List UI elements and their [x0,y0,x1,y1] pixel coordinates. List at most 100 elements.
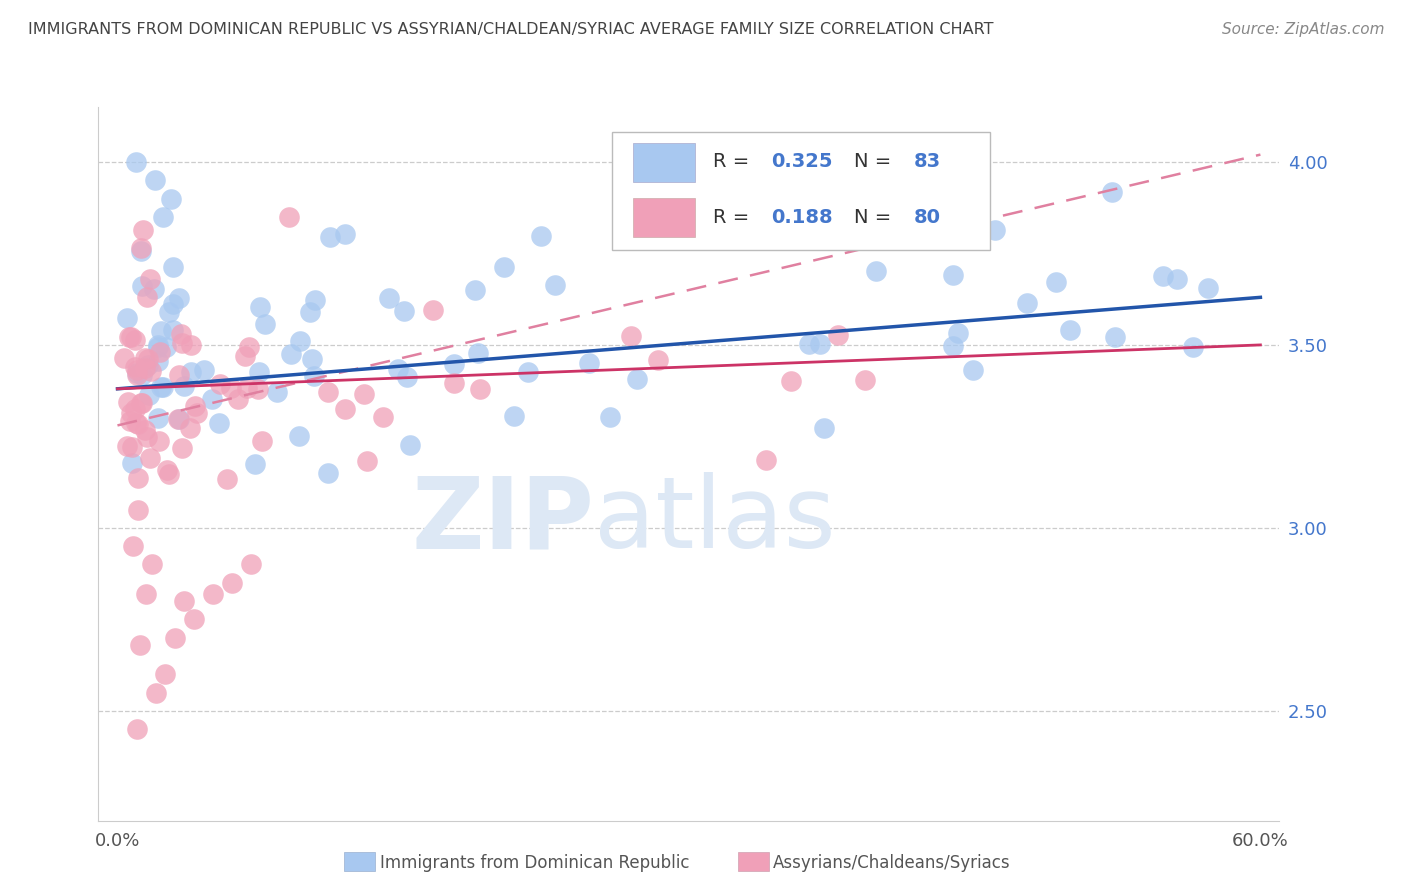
Point [127,502,149,516]
Point [127,471,149,485]
Point [443,376,465,390]
Point [157,467,180,481]
Point [301,352,323,367]
Point [530,228,553,243]
Point [221,575,243,590]
Point [125,155,148,169]
Point [180,365,202,379]
Point [162,323,184,337]
Point [942,339,965,353]
Point [183,612,205,626]
Text: ZIP: ZIP [412,473,595,569]
Text: 83: 83 [914,153,941,171]
Point [280,346,302,360]
Point [215,471,238,485]
Point [127,417,149,431]
Point [134,360,156,375]
Point [371,409,394,424]
Point [647,352,669,367]
Point [946,326,969,341]
Point [299,304,322,318]
Point [167,368,190,383]
Point [141,558,163,572]
Point [201,392,224,406]
Point [808,337,831,351]
Point [124,417,146,431]
Point [399,438,422,452]
Point [173,594,195,608]
Point [246,382,269,396]
Point [134,423,156,437]
Point [799,337,821,351]
Point [517,365,540,379]
Point [170,441,193,455]
Point [162,297,184,311]
Point [180,337,202,351]
Point [184,399,207,413]
Point [396,369,419,384]
Point [152,210,174,224]
Text: Immigrants from Dominican Republic: Immigrants from Dominican Republic [380,854,689,871]
Point [942,268,965,283]
Point [853,373,876,387]
Point [146,338,169,352]
Point [492,260,515,275]
Point [152,380,174,394]
Point [145,685,167,699]
Point [186,406,208,420]
Point [135,587,157,601]
Point [156,463,179,477]
Point [127,363,149,377]
Point [146,410,169,425]
Point [139,450,162,465]
Point [962,362,984,376]
Point [129,244,152,258]
Point [153,667,176,681]
Point [125,722,148,736]
Point [135,290,157,304]
Point [219,381,242,395]
Point [150,324,173,338]
Point [117,395,139,409]
Point [984,223,1007,237]
Point [333,401,356,416]
Point [132,223,155,237]
Text: IMMIGRANTS FROM DOMINICAN REPUBLIC VS ASSYRIAN/CHALDEAN/SYRIAC AVERAGE FAMILY SI: IMMIGRANTS FROM DOMINICAN REPUBLIC VS AS… [28,22,994,37]
Point [780,374,803,388]
Point [288,334,311,348]
Point [149,345,172,359]
Point [129,638,152,652]
Point [201,587,224,601]
Text: R =: R = [713,153,755,171]
Point [143,282,166,296]
Point [167,412,190,426]
Point [170,327,193,342]
Point [236,381,259,395]
Point [813,420,835,434]
Point [626,372,648,386]
Point [378,291,401,305]
Point [387,362,409,376]
Point [233,349,256,363]
Point [138,388,160,402]
Point [1017,296,1039,310]
Point [252,434,274,448]
Point [316,384,339,399]
Point [117,310,139,325]
Text: R =: R = [713,208,755,227]
Point [131,396,153,410]
Point [288,429,311,443]
Point [170,335,193,350]
Point [150,380,173,394]
Point [139,272,162,286]
Point [131,368,153,383]
Text: N =: N = [855,153,898,171]
Point [131,278,153,293]
Point [755,452,778,467]
Point [243,457,266,471]
Point [148,354,170,368]
Point [1152,268,1174,283]
Point [253,318,276,332]
Point [578,356,600,370]
Point [443,357,465,371]
